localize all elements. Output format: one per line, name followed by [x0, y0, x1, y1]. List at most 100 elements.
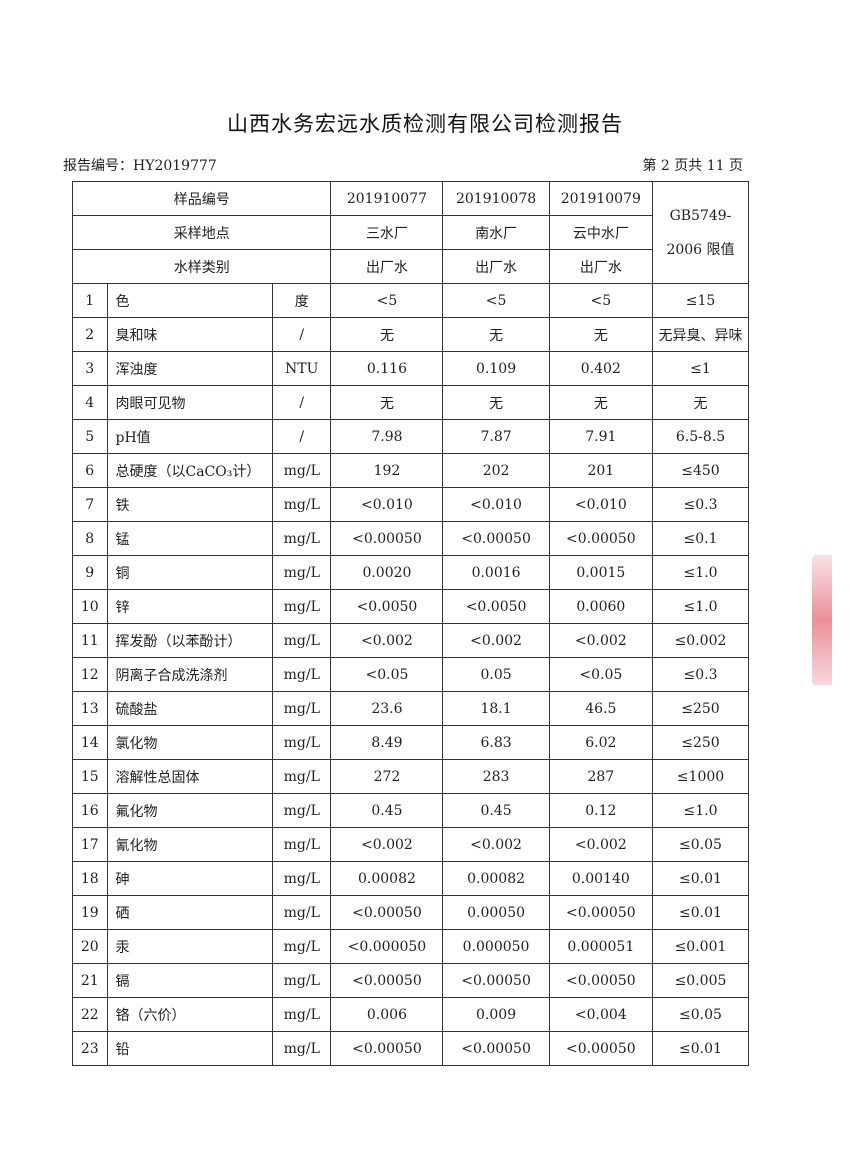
sample-value: 0.109 — [442, 351, 550, 386]
table-row: 23 铅 mg/L <0.00050 <0.00050 <0.00050 ≤0.01 — [72, 1031, 750, 1066]
item-unit: mg/L — [272, 759, 332, 794]
report-number: 报告编号：HY2019777 — [63, 158, 217, 174]
item-name: 氯化物 — [106, 725, 274, 760]
item-name: 砷 — [106, 861, 274, 896]
sample-value: 0.000050 — [442, 929, 550, 964]
item-number: 13 — [72, 691, 108, 726]
item-number: 19 — [72, 895, 108, 930]
sample-location: 三水厂 — [330, 215, 444, 250]
table-row: 4 肉眼可见物 / 无无无无 — [72, 385, 750, 420]
item-number: 21 — [72, 963, 108, 998]
item-number: 14 — [72, 725, 108, 760]
sample-no-label: 样品编号 — [71, 181, 332, 216]
item-unit: mg/L — [272, 521, 332, 556]
item-unit: / — [272, 385, 332, 420]
table-row: 16 氟化物 mg/L 0.45 0.45 0.12 ≤1.0 — [72, 793, 750, 828]
table-row: 12 阴离子合成洗涤剂 mg/L <0.05 0.05 <0.05 ≤0.3 — [72, 657, 750, 692]
sample-value: 6.02 — [548, 725, 653, 760]
item-number: 17 — [72, 827, 108, 862]
limit-value: ≤450 — [651, 453, 750, 488]
item-unit: mg/L — [272, 657, 332, 692]
sample-type: 出厂水 — [330, 249, 444, 284]
table-row: 18 砷 mg/L 0.00082 0.00082 0.00140 ≤0.01 — [72, 861, 750, 896]
item-number: 23 — [72, 1031, 108, 1066]
sample-value: 0.0060 — [548, 589, 653, 624]
header-row-location: 采样地点 三水厂 南水厂 云中水厂 — [71, 215, 749, 250]
sample-value: 0.00140 — [548, 861, 653, 896]
sample-value: 0.116 — [330, 351, 444, 386]
sample-value: <0.002 — [442, 827, 550, 862]
item-number: 20 — [72, 929, 108, 964]
header-row-sample-no: 样品编号 201910077 201910078 201910079 GB574… — [71, 181, 750, 284]
item-unit: mg/L — [272, 861, 332, 896]
item-name: 铅 — [106, 1031, 274, 1066]
limit-value: ≤0.002 — [651, 623, 750, 658]
item-unit: mg/L — [272, 1031, 332, 1066]
item-name: 铬（六价） — [106, 997, 274, 1032]
sample-value: 无 — [442, 385, 550, 420]
sample-value: 0.402 — [548, 351, 653, 386]
sample-location: 云中水厂 — [548, 215, 653, 250]
table-row: 1 色度 <5 <5 <5 ≤15 — [72, 283, 750, 318]
sample-value: <0.002 — [548, 827, 653, 862]
item-unit: mg/L — [272, 725, 332, 760]
table-row: 15 溶解性总固体 mg/L 272 283 287 ≤1000 — [72, 759, 750, 794]
sample-value: 23.6 — [330, 691, 444, 726]
item-name: 铁 — [106, 487, 274, 522]
sample-value: 0.0016 — [442, 555, 550, 590]
table-row: 17 氰化物 mg/L <0.002 <0.002 <0.002 ≤0.05 — [72, 827, 750, 862]
table-row: 9 铜 mg/L 0.0020 0.0016 0.0015 ≤1.0 — [72, 555, 750, 590]
item-number: 18 — [72, 861, 108, 896]
item-unit: / — [272, 419, 332, 454]
limit-value: ≤1.0 — [651, 793, 750, 828]
table-row: 2 臭和味 / 无无无无异臭、异味 — [72, 317, 750, 352]
results-table: 样品编号 201910077 201910078 201910079 GB574… — [71, 181, 750, 1066]
item-name: 锰 — [106, 521, 274, 556]
item-number: 1 — [72, 283, 108, 318]
item-unit: mg/L — [272, 691, 332, 726]
item-unit: NTU — [272, 351, 332, 386]
item-name: 氟化物 — [106, 793, 274, 828]
sample-value: <0.00050 — [330, 1031, 444, 1066]
limit-value: ≤0.3 — [651, 487, 750, 522]
item-number: 15 — [72, 759, 108, 794]
item-number: 4 — [72, 385, 108, 420]
item-name: 色 — [106, 283, 274, 318]
sample-value: <0.05 — [330, 657, 444, 692]
item-number: 22 — [72, 997, 108, 1032]
item-number: 11 — [72, 623, 108, 658]
item-unit: / — [272, 317, 332, 352]
item-unit: mg/L — [272, 487, 332, 522]
limit-value: ≤0.1 — [651, 521, 750, 556]
table-row: 10 锌 mg/L <0.0050 <0.0050 0.0060 ≤1.0 — [72, 589, 750, 624]
sample-value: <0.002 — [548, 623, 653, 658]
sample-value: 无 — [330, 317, 444, 352]
item-name: 总硬度（以CaCO₃计） — [106, 453, 274, 488]
limit-value: ≤0.001 — [651, 929, 750, 964]
item-name: 挥发酚（以苯酚计） — [106, 623, 274, 658]
table-row: 11 挥发酚（以苯酚计） mg/L <0.002 <0.002 <0.002 ≤0.002 — [72, 623, 750, 658]
sample-value: <0.00050 — [330, 963, 444, 998]
sample-value: 7.87 — [442, 419, 550, 454]
limit-value: ≤250 — [651, 725, 750, 760]
sample-value: <0.002 — [330, 827, 444, 862]
limit-value: ≤0.05 — [651, 997, 750, 1032]
sample-value: <0.000050 — [330, 929, 444, 964]
item-number: 3 — [72, 351, 108, 386]
sample-value: <0.002 — [330, 623, 444, 658]
item-name: 硫酸盐 — [106, 691, 274, 726]
type-label: 水样类别 — [71, 249, 332, 284]
sample-location: 南水厂 — [442, 215, 550, 250]
sample-no: 201910079 — [548, 181, 653, 216]
sample-value: <0.010 — [548, 487, 653, 522]
sample-value: 7.98 — [330, 419, 444, 454]
limit-value: ≤0.01 — [651, 861, 750, 896]
sample-value: 46.5 — [548, 691, 653, 726]
sample-value: 192 — [330, 453, 444, 488]
sample-value: 0.05 — [442, 657, 550, 692]
table-row: 3 浑浊度 NTU 0.116 0.109 0.402 ≤1 — [72, 351, 750, 386]
sample-value: 0.006 — [330, 997, 444, 1032]
table-row: 5 pH值/7.98 7.87 7.91 6.5-8.5 — [72, 419, 750, 454]
sample-value: <0.00050 — [442, 963, 550, 998]
item-unit: mg/L — [272, 929, 332, 964]
